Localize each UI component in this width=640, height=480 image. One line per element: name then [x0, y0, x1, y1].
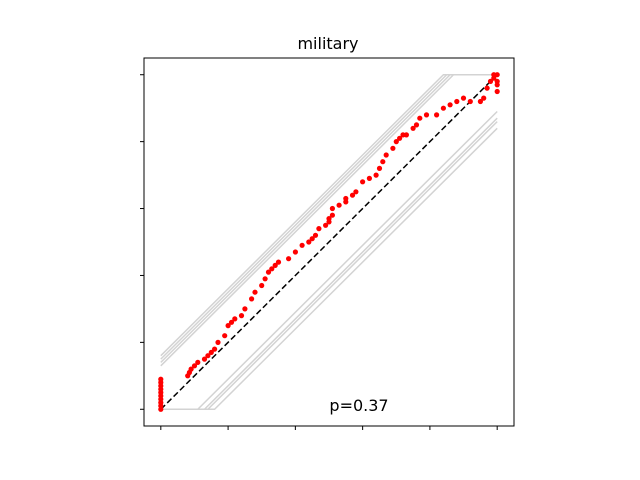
data-point	[262, 276, 268, 282]
data-point	[309, 236, 315, 242]
data-point	[306, 239, 312, 245]
data-point	[212, 346, 218, 352]
data-point	[487, 78, 494, 84]
data-point	[434, 112, 440, 118]
data-point	[316, 226, 322, 232]
data-point	[417, 115, 423, 121]
data-point	[410, 125, 416, 131]
envelope-line-7	[160, 121, 498, 411]
data-point	[376, 165, 383, 171]
data-point	[454, 98, 460, 105]
chart-title: military	[297, 34, 358, 53]
data-point	[343, 195, 349, 202]
data-point	[329, 212, 335, 218]
data-point	[329, 205, 335, 212]
data-point	[373, 172, 379, 178]
y-axis-ticks	[140, 74, 144, 410]
data-point	[423, 112, 430, 118]
data-point	[191, 363, 198, 369]
data-point	[195, 359, 201, 365]
plot-frame	[143, 57, 515, 427]
data-point	[440, 105, 446, 111]
data-point	[201, 356, 208, 362]
data-point	[242, 306, 248, 312]
data-point	[205, 353, 211, 359]
data-point	[353, 189, 359, 195]
envelope-line-8	[160, 127, 498, 411]
data-point	[222, 333, 228, 339]
data-point	[447, 102, 453, 108]
data-point	[467, 98, 473, 105]
data-point	[208, 349, 214, 355]
p-value-annotation: p=0.37	[329, 396, 388, 415]
data-point	[390, 145, 396, 151]
reference-line	[160, 74, 498, 410]
data-point	[225, 323, 231, 329]
data-point	[366, 175, 372, 181]
data-point	[360, 179, 366, 185]
data-point	[403, 132, 409, 138]
envelope-line-4	[160, 73, 498, 367]
data-point	[477, 98, 483, 105]
data-point	[299, 242, 305, 248]
data-point	[272, 262, 278, 268]
data-point	[232, 316, 238, 322]
data-point	[292, 249, 298, 255]
data-point	[228, 319, 235, 325]
reference-line-segment	[160, 74, 498, 410]
data-point	[380, 159, 386, 165]
data-point	[494, 88, 500, 95]
data-point	[252, 289, 258, 295]
data-point	[275, 259, 282, 265]
data-point	[393, 139, 399, 145]
data-point	[286, 256, 292, 262]
data-points	[158, 72, 500, 412]
data-point	[269, 266, 275, 272]
data-point	[397, 135, 403, 141]
envelope-line-5	[160, 110, 498, 411]
data-point	[494, 72, 500, 78]
data-point	[249, 296, 255, 302]
data-point	[494, 82, 500, 88]
data-point	[259, 282, 265, 289]
envelope-line-1	[160, 73, 498, 357]
data-point	[265, 269, 272, 275]
data-point	[238, 313, 245, 319]
data-point	[158, 376, 164, 382]
data-point	[481, 95, 487, 101]
data-point	[349, 192, 356, 198]
data-point	[491, 75, 497, 81]
data-point	[460, 95, 467, 101]
data-point	[312, 232, 319, 238]
data-point	[188, 366, 194, 372]
data-point	[215, 339, 221, 345]
data-point	[413, 122, 420, 128]
data-point	[383, 152, 389, 158]
data-point	[484, 85, 490, 91]
data-point	[336, 202, 342, 208]
x-axis-ticks	[160, 426, 498, 430]
envelope-lines	[160, 73, 498, 411]
data-point	[323, 222, 329, 228]
data-point	[326, 216, 332, 222]
